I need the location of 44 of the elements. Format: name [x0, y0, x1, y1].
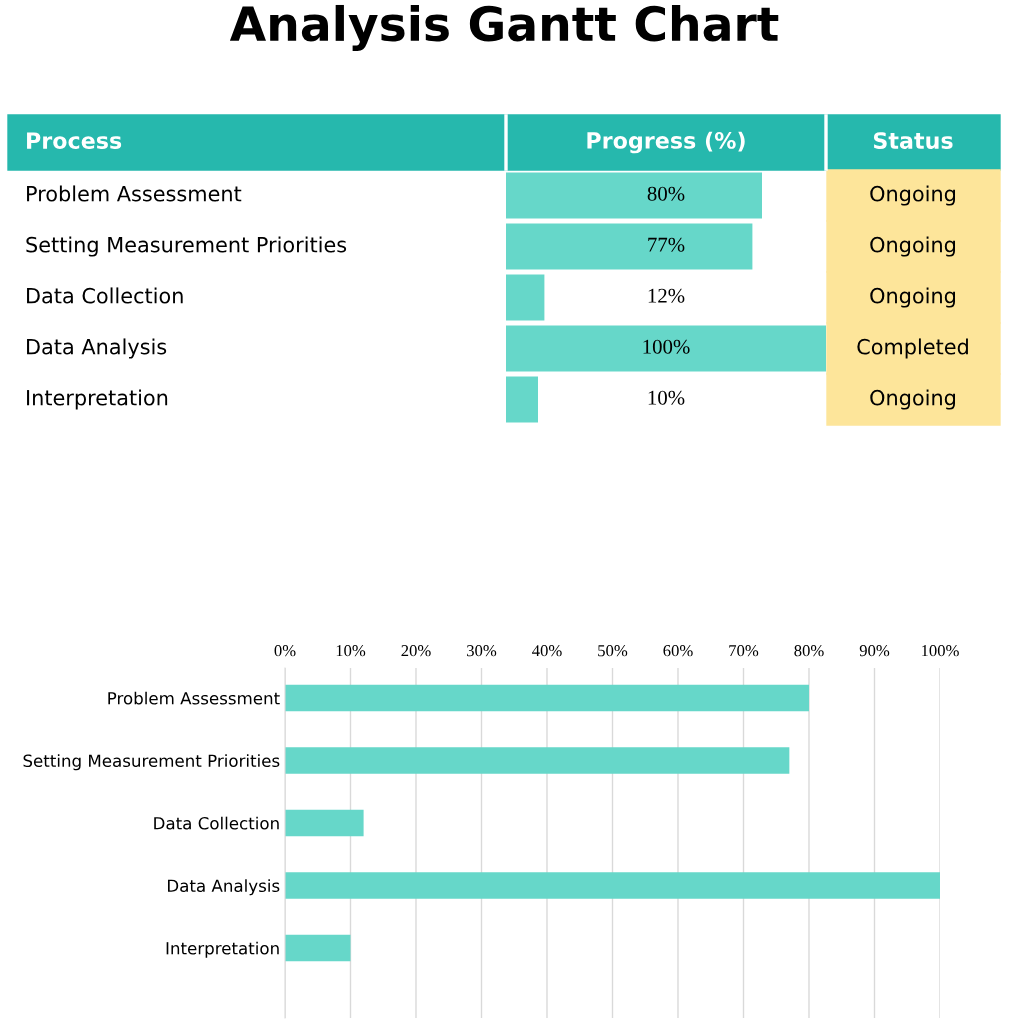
- bar: [506, 376, 538, 423]
- x-axis-title: Progress (%): [587, 131, 745, 154]
- x-tick-label: 0%: [274, 645, 296, 657]
- x-tick-label: 90%: [859, 645, 890, 657]
- x-tick-label: 70%: [729, 645, 759, 657]
- x-tick-label: 50%: [598, 645, 628, 657]
- y-tick-label: Data Collection: [154, 816, 279, 830]
- x-tick-label: 10%: [336, 645, 366, 657]
- bar: [285, 809, 364, 837]
- y-tick-label: Data Analysis: [168, 879, 280, 896]
- data-label: 77%: [648, 237, 685, 252]
- text: Ongoing: [870, 287, 955, 308]
- x-tick-label: 30%: [467, 645, 497, 657]
- y-tick-label: Problem Assessment: [108, 691, 280, 705]
- bar: [285, 747, 790, 774]
- text: Completed: [857, 338, 968, 359]
- y-tick-label: Data Collection: [27, 287, 183, 304]
- y-tick-label: Data Analysis: [27, 338, 167, 359]
- text: Ongoing: [870, 236, 955, 257]
- y-axis-title: Process: [27, 132, 122, 149]
- data-label: 12%: [648, 288, 685, 303]
- bar: [285, 872, 940, 899]
- y-tick-label: Problem Assessment: [27, 185, 242, 202]
- data-label: 80%: [647, 186, 685, 201]
- x-tick-label: 80%: [794, 645, 824, 657]
- text: Ongoing: [870, 389, 955, 410]
- x-tick-label: 100%: [922, 645, 959, 657]
- x-tick-label: 60%: [663, 645, 693, 657]
- bar: [506, 274, 545, 321]
- bar: [506, 172, 762, 219]
- y-tick-label: Setting Measurement Priorities: [26, 236, 347, 257]
- chart-title: Analysis Gantt Chart: [229, 4, 779, 52]
- y-tick-label: Setting Measurement Priorities: [23, 754, 280, 771]
- bar: [285, 684, 809, 712]
- y2-axis-title: Status: [873, 132, 953, 149]
- y-tick-label: Interpretation: [166, 941, 279, 958]
- data-label: 10%: [648, 390, 685, 405]
- x-tick-label: 40%: [532, 645, 562, 657]
- bar: [285, 934, 351, 962]
- bar: [506, 223, 753, 270]
- y-tick-label: Interpretation: [27, 389, 168, 410]
- x-tick-label: 20%: [401, 645, 431, 657]
- text: Ongoing: [870, 185, 955, 206]
- data-label: 100%: [643, 339, 690, 354]
